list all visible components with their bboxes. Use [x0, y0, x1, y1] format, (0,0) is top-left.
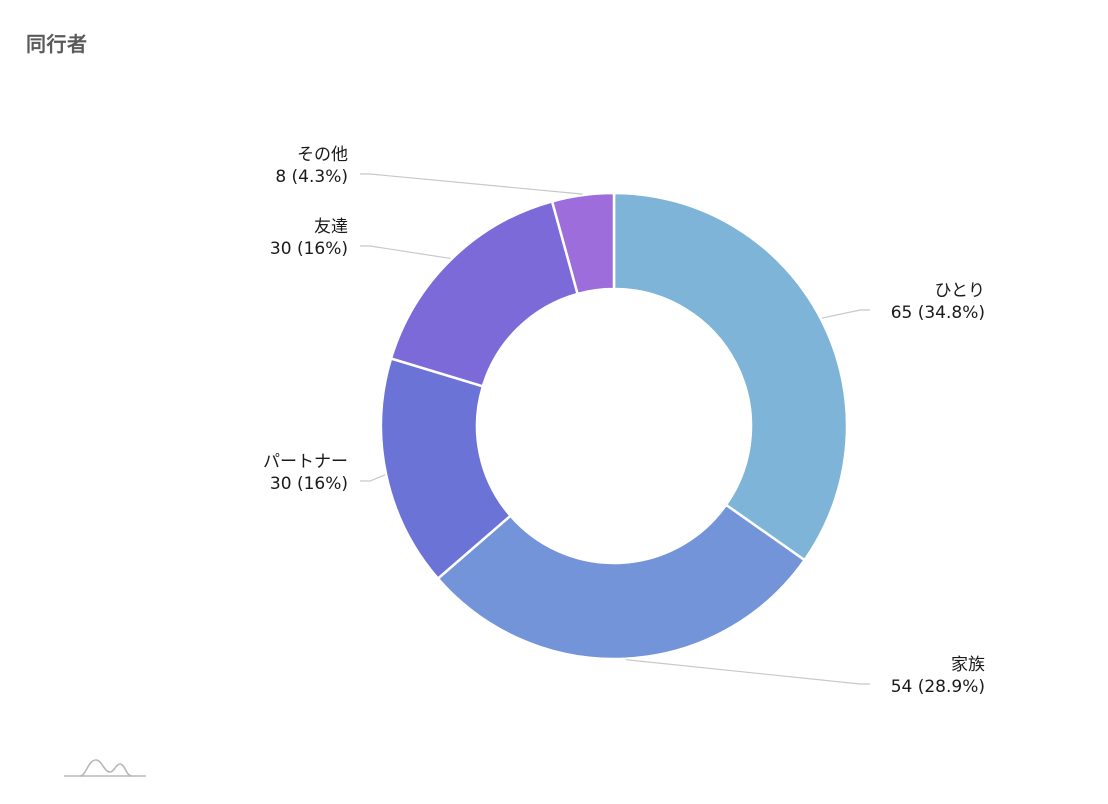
chart-title: 同行者: [26, 32, 88, 56]
leader-line-2: [360, 474, 386, 482]
leader-line-4: [360, 173, 583, 195]
slice-name-label-4: その他: [297, 145, 348, 165]
slice-value-label-2: 30 (16%): [270, 474, 348, 494]
slice-name-label-1: 家族: [951, 655, 985, 675]
slice-name-label-3: 友達: [314, 217, 348, 237]
leader-line-0: [821, 309, 870, 319]
slice-value-label-4: 8 (4.3%): [275, 167, 348, 187]
slices-layer: [379, 191, 849, 661]
slice-name-label-0: ひとり: [935, 281, 986, 301]
slice-value-label-1: 54 (28.9%): [891, 677, 985, 697]
slice-value-label-3: 30 (16%): [270, 239, 348, 259]
slice-name-label-2: パートナー: [263, 452, 348, 472]
slice-0[interactable]: [612, 191, 849, 562]
slice-3[interactable]: [389, 199, 580, 388]
watermark-logo-icon: [64, 759, 146, 777]
leader-lines-layer: [360, 173, 870, 685]
slice-value-label-0: 65 (34.8%): [891, 303, 985, 323]
slice-1[interactable]: [436, 503, 807, 661]
slice-4[interactable]: [550, 191, 616, 296]
leader-line-1: [625, 659, 870, 685]
leader-line-3: [360, 245, 451, 260]
